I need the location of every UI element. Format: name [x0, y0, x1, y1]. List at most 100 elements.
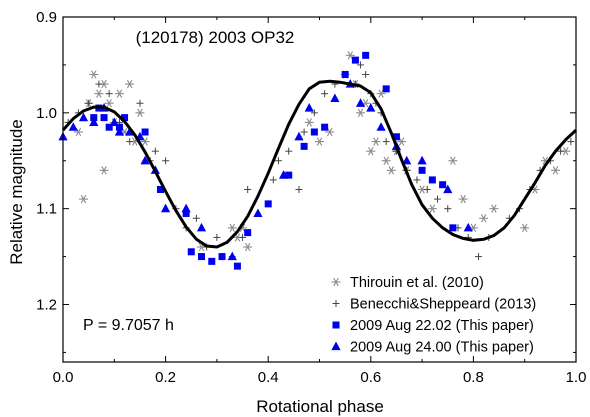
triangle-point [78, 112, 89, 122]
square-point [264, 200, 272, 208]
asterisk-point [135, 108, 145, 118]
y-axis-label: Relative magnitude [7, 119, 26, 265]
asterisk-point [479, 214, 489, 223]
plus-point [192, 214, 200, 222]
plus-point [85, 99, 93, 107]
square-point [321, 123, 329, 131]
asterisk-point [371, 137, 381, 146]
y-tick-label: 1.0 [36, 105, 57, 122]
asterisk-point [304, 118, 314, 127]
plus-point [357, 61, 365, 69]
plus-point [239, 233, 247, 241]
triangle-point [181, 203, 191, 213]
triangle-point [304, 103, 314, 112]
triangle-point [114, 127, 125, 136]
square-point [100, 114, 108, 122]
square-point [187, 248, 195, 256]
triangle-point [227, 251, 237, 261]
asterisk-point [243, 242, 253, 252]
triangle-point [140, 155, 150, 165]
square-point [244, 229, 252, 237]
square-point [141, 128, 149, 136]
y-tick-label: 0.9 [36, 9, 57, 26]
asterisk-point [458, 194, 468, 204]
square-point [198, 253, 206, 261]
plus-point [244, 186, 252, 193]
plus-point [321, 90, 329, 98]
square-point [392, 133, 400, 141]
legend-asterisk-marker [331, 277, 341, 287]
triangle-point [294, 131, 304, 141]
asterisk-point [397, 137, 407, 146]
square-point [439, 181, 447, 189]
asterisk-point [520, 223, 530, 233]
square-point [121, 114, 129, 122]
plus-point [151, 147, 159, 155]
chart-title: (120178) 2003 OP32 [136, 28, 295, 47]
fit-curve [61, 79, 578, 249]
triangle-point [402, 155, 412, 165]
plus-point [444, 205, 452, 213]
square-point [341, 71, 349, 78]
x-tick-label: 0.6 [360, 369, 381, 386]
legend-entry-label: 2009 Aug 24.00 (This paper) [350, 340, 534, 356]
plus-point [105, 90, 113, 98]
square-point [382, 85, 390, 93]
asterisk-point [114, 89, 124, 98]
square-point [105, 123, 113, 131]
triangle-point [330, 93, 340, 103]
square-point [156, 186, 164, 193]
asterisk-point [125, 79, 135, 89]
square-point [208, 257, 216, 265]
triangle-point [161, 203, 171, 213]
plus-point [382, 138, 390, 146]
plus-point [213, 233, 221, 241]
axis-ticks: 0.0 0.2 0.4 0.6 0.8 1.0 0.9 1.0 1.1 1.2 [36, 9, 586, 386]
plus-point [310, 109, 318, 117]
asterisk-point [315, 137, 324, 146]
plus-point [433, 195, 441, 203]
triangle-point [89, 117, 99, 127]
plus-point [136, 99, 144, 107]
asterisk-point [104, 99, 114, 108]
asterisk-point [427, 204, 437, 213]
asterisk-point [345, 51, 355, 60]
plus-point [567, 138, 575, 146]
legend-triangle-marker [331, 341, 341, 351]
asterisk-point [227, 223, 237, 233]
x-tick-label: 1.0 [566, 369, 587, 386]
x-axis-label: Rotational phase [256, 397, 384, 416]
plus-point [162, 157, 170, 165]
plus-point [295, 186, 303, 193]
square-point [310, 128, 318, 136]
plus-point [269, 176, 277, 184]
triangle-point [196, 222, 207, 232]
square-point [418, 166, 426, 174]
square-point [449, 224, 457, 232]
asterisk-point [94, 89, 104, 98]
asterisk-point [99, 166, 109, 175]
triangle-point [376, 122, 386, 131]
y-tick-label: 1.2 [36, 297, 57, 314]
plus-point [557, 147, 565, 155]
square-point [362, 51, 370, 59]
square-point [428, 176, 436, 184]
asterisk-point [489, 204, 499, 213]
legend-entry-label: Benecchi&Sheppeard (2013) [350, 297, 536, 313]
square-point [300, 142, 308, 150]
asterisk-point [550, 166, 560, 175]
plus-point [362, 71, 370, 78]
plus-point [126, 138, 134, 146]
asterisk-point [89, 70, 99, 79]
asterisk-point [448, 156, 458, 165]
triangle-point [278, 170, 289, 179]
triangle-point [355, 98, 366, 107]
asterisk-point [79, 194, 89, 204]
period-annotation: P = 9.7057 h [83, 317, 174, 334]
plus-point [413, 176, 421, 184]
asterisk-point [376, 89, 386, 98]
triangle-point [417, 155, 427, 165]
triangle-point [366, 103, 376, 112]
legend: Thirouin et al. (2010) Benecchi&Sheppeard… [331, 275, 536, 356]
x-tick-label: 0.8 [463, 369, 484, 386]
